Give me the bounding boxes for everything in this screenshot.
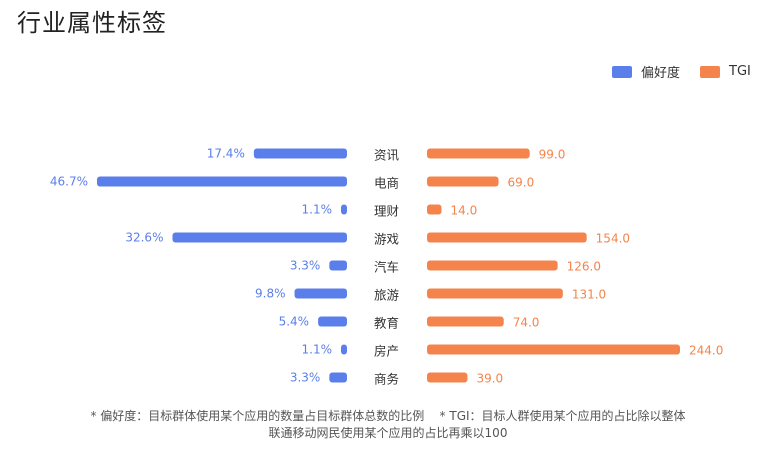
tgi-value-label: 244.0 [689, 344, 723, 358]
category-label: 理财 [374, 204, 399, 219]
category-label: 房产 [374, 344, 399, 359]
tgi-value-label: 126.0 [567, 260, 601, 274]
category-label: 电商 [374, 176, 399, 191]
footnote-line-2: 联通移动网民使用某个应用的占比再乘以100 [268, 426, 508, 440]
preference-value-label: 5.4% [279, 315, 310, 329]
preference-bar [172, 232, 347, 243]
tgi-bar [427, 316, 504, 327]
tgi-value-label: 74.0 [513, 316, 540, 330]
preference-bar [329, 372, 347, 383]
category-label: 教育 [374, 316, 399, 331]
butterfly-bar-chart: 17.4% 资讯 99.0 46.7% 电商 69.0 1.1% 理财 14.0 32.6% 游戏 1… [50, 147, 723, 387]
chart-legend: 偏好度 TGI [612, 62, 771, 81]
category-label: 资讯 [374, 148, 400, 163]
preference-bar [341, 344, 347, 355]
tgi-bar [427, 204, 442, 215]
legend-swatch-preference [612, 65, 632, 78]
preference-bar [329, 260, 347, 271]
legend-label-tgi: TGI [729, 64, 751, 79]
tgi-bar [427, 176, 499, 187]
tgi-bar [427, 148, 530, 159]
tgi-value-label: 14.0 [451, 204, 478, 218]
tgi-bar [427, 288, 563, 299]
tgi-bar [427, 232, 587, 243]
preference-value-label: 3.3% [290, 371, 321, 385]
legend-item-preference[interactable]: 偏好度 [612, 62, 680, 81]
preference-value-label: 3.3% [290, 259, 321, 273]
tgi-value-label: 39.0 [476, 372, 503, 386]
legend-swatch-tgi [700, 65, 721, 78]
preference-value-label: 32.6% [125, 231, 163, 245]
preference-value-label: 17.4% [207, 147, 245, 161]
preference-bar [253, 148, 347, 159]
legend-item-tgi[interactable]: TGI [700, 64, 751, 79]
tgi-value-label: 99.0 [539, 148, 566, 162]
tgi-bar [427, 372, 468, 383]
preference-bar [97, 176, 347, 187]
category-label: 旅游 [374, 288, 400, 303]
preference-value-label: 9.8% [255, 287, 286, 301]
preference-value-label: 1.1% [302, 203, 333, 217]
tgi-value-label: 154.0 [596, 232, 630, 246]
category-label: 商务 [374, 372, 399, 387]
preference-bar [318, 316, 347, 327]
legend-label-preference: 偏好度 [641, 66, 681, 81]
preference-value-label: 46.7% [50, 175, 88, 189]
page-title: 行业属性标签 [17, 9, 167, 37]
preference-bar [294, 288, 347, 299]
category-label: 游戏 [374, 232, 399, 247]
tgi-value-label: 131.0 [572, 288, 606, 302]
tgi-value-label: 69.0 [508, 176, 535, 190]
footnote: * 偏好度：目标群体使用某个应用的数量占目标群体总数的比例 * TGI：目标人群… [0, 408, 776, 442]
category-label: 汽车 [374, 260, 399, 275]
tgi-bar [427, 260, 558, 271]
preference-value-label: 1.1% [302, 343, 333, 357]
footnote-line-1: * 偏好度：目标群体使用某个应用的数量占目标群体总数的比例 * TGI：目标人群… [90, 409, 686, 423]
preference-bar [341, 204, 347, 215]
tgi-bar [427, 344, 680, 355]
